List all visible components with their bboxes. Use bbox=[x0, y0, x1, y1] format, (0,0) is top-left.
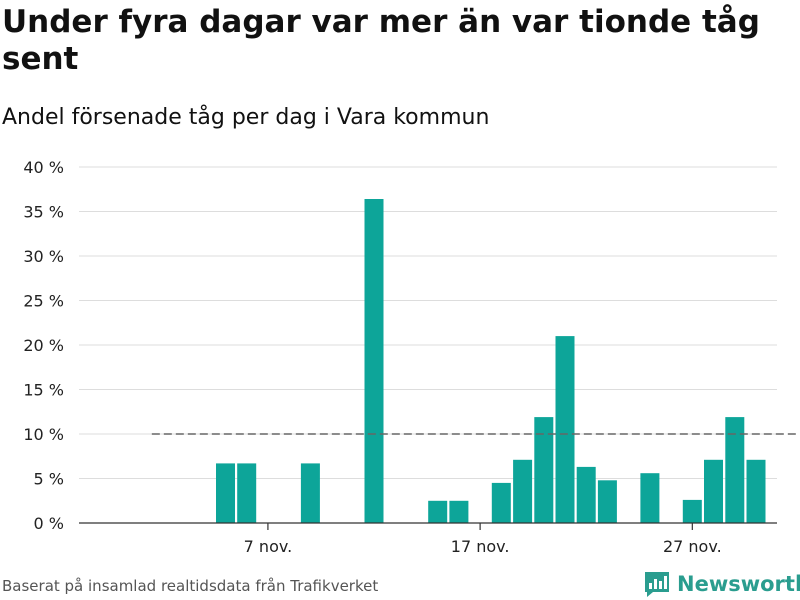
bar-day-19 bbox=[513, 459, 533, 523]
y-tick-label: 15 % bbox=[23, 381, 64, 400]
x-tick-label: 7 nov. bbox=[244, 537, 293, 556]
bar-day-18 bbox=[491, 482, 511, 523]
brand-logo: Newsworthy bbox=[643, 568, 800, 600]
bar-day-29 bbox=[725, 417, 745, 523]
bar-chart-speech-bubble-icon bbox=[645, 572, 669, 597]
y-tick-label: 35 % bbox=[23, 203, 64, 222]
bars bbox=[216, 199, 766, 524]
bar-day-9 bbox=[300, 463, 320, 523]
y-tick-label: 25 % bbox=[23, 292, 64, 311]
y-tick-label: 0 % bbox=[34, 514, 64, 533]
chart-subtitle: Andel försenade tåg per dag i Vara kommu… bbox=[2, 105, 490, 130]
y-axis-tick-labels: 0 % 5 % 10 % 15 % 20 % 25 % 30 % 35 % 40 % bbox=[23, 158, 64, 533]
brand-name: Newsworthy bbox=[677, 572, 800, 596]
y-tick-label: 10 % bbox=[23, 425, 64, 444]
x-tick-label: 17 nov. bbox=[451, 537, 510, 556]
bar-day-22 bbox=[576, 466, 596, 523]
bar-day-21 bbox=[555, 336, 575, 523]
grid-lines bbox=[79, 166, 777, 479]
bar-chart: 0 % 5 % 10 % 15 % 20 % 25 % 30 % 35 % 40 % 7 nov… bbox=[23, 158, 799, 556]
y-tick-label: 20 % bbox=[23, 336, 64, 355]
bar-day-20 bbox=[534, 417, 554, 523]
y-tick-label: 30 % bbox=[23, 247, 64, 266]
source-note: Baserat på insamlad realtidsdata från Tr… bbox=[2, 577, 379, 595]
bar-day-27 bbox=[682, 499, 702, 523]
bar-day-15 bbox=[428, 500, 448, 524]
bar-day-5 bbox=[216, 463, 235, 523]
bar-day-30 bbox=[746, 459, 766, 523]
y-tick-label: 40 % bbox=[23, 158, 64, 177]
bar-day-28 bbox=[704, 459, 723, 523]
bar-day-25 bbox=[640, 473, 660, 523]
bar-day-12 bbox=[364, 199, 384, 523]
bar-day-6 bbox=[237, 463, 257, 523]
chart-title: Under fyra dagar var mer än var tionde t… bbox=[2, 4, 760, 77]
x-axis-ticks: 7 nov. 17 nov. 27 nov. bbox=[244, 523, 722, 556]
bar-day-23 bbox=[597, 480, 617, 523]
x-tick-label: 27 nov. bbox=[663, 537, 722, 556]
y-tick-label: 5 % bbox=[34, 470, 64, 489]
bar-day-16 bbox=[449, 500, 469, 524]
